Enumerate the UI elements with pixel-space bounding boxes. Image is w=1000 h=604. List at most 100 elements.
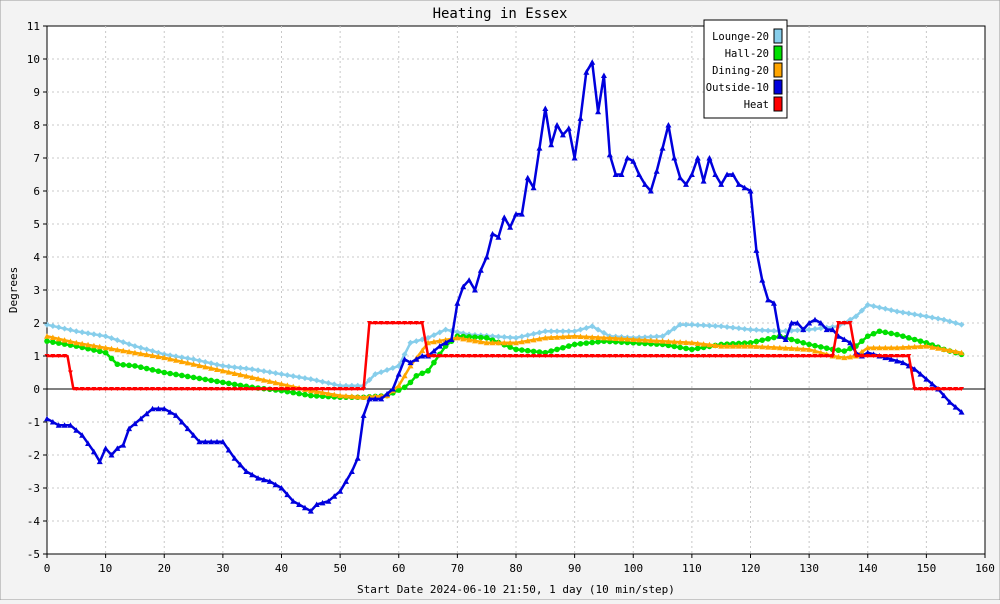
data-point-outside-10 — [471, 287, 478, 293]
data-point-heat — [730, 354, 736, 358]
data-point-dining-20 — [313, 388, 320, 395]
data-point-outside-10 — [137, 415, 144, 422]
data-point-dining-20 — [137, 350, 144, 357]
data-point-heat — [783, 354, 789, 358]
data-point-lounge-20 — [301, 375, 308, 382]
data-point-outside-10 — [454, 300, 461, 306]
data-point-heat — [214, 387, 220, 391]
data-point-heat — [202, 387, 208, 391]
data-point-lounge-20 — [559, 328, 566, 335]
data-point-lounge-20 — [96, 332, 103, 339]
data-point-lounge-20 — [149, 348, 156, 355]
data-point-hall-20 — [771, 334, 777, 341]
data-point-dining-20 — [67, 338, 74, 344]
data-point-heat — [531, 354, 537, 358]
data-point-heat — [794, 354, 800, 358]
data-point-lounge-20 — [331, 381, 338, 388]
data-point-dining-20 — [407, 362, 414, 369]
data-point-heat — [255, 387, 261, 391]
data-point-dining-20 — [841, 354, 848, 361]
x-tick-label: 50 — [334, 562, 347, 575]
y-tick-label: 11 — [27, 20, 40, 33]
data-point-outside-10 — [249, 471, 256, 478]
data-point-dining-20 — [114, 346, 121, 353]
x-tick-label: 80 — [509, 562, 522, 575]
data-point-heat — [419, 321, 425, 325]
data-point-outside-10 — [536, 145, 543, 151]
data-point-heat — [841, 321, 847, 325]
data-point-dining-20 — [536, 335, 543, 342]
data-point-dining-20 — [577, 333, 584, 340]
data-point-hall-20 — [173, 371, 179, 378]
data-point-hall-20 — [296, 390, 302, 397]
data-point-outside-10 — [360, 412, 367, 418]
data-point-dining-20 — [571, 333, 578, 339]
data-point-lounge-20 — [765, 327, 772, 334]
legend-label-heat: Heat — [744, 99, 769, 111]
data-point-lounge-20 — [67, 326, 74, 333]
x-tick-label: 140 — [858, 562, 878, 575]
data-point-dining-20 — [636, 336, 643, 343]
data-point-outside-10 — [313, 501, 320, 507]
data-point-hall-20 — [888, 330, 894, 337]
data-point-dining-20 — [149, 352, 156, 359]
data-point-outside-10 — [208, 438, 215, 445]
data-point-dining-20 — [518, 338, 525, 345]
data-point-outside-10 — [524, 174, 531, 181]
data-point-heat — [413, 321, 419, 325]
data-point-outside-10 — [577, 115, 584, 121]
data-point-dining-20 — [243, 373, 250, 379]
data-point-dining-20 — [653, 337, 660, 344]
data-point-dining-20 — [272, 379, 279, 386]
x-tick-label: 70 — [451, 562, 464, 575]
data-point-dining-20 — [348, 393, 355, 399]
data-point-dining-20 — [325, 390, 332, 397]
data-point-lounge-20 — [79, 329, 86, 336]
data-point-heat — [343, 387, 349, 391]
data-point-heat — [677, 354, 683, 358]
data-point-dining-20 — [847, 353, 854, 360]
data-point-lounge-20 — [378, 369, 385, 376]
data-point-outside-10 — [765, 296, 772, 303]
data-point-dining-20 — [530, 336, 537, 343]
data-point-heat — [624, 354, 630, 358]
data-point-dining-20 — [917, 343, 924, 349]
data-point-lounge-20 — [888, 307, 895, 314]
data-point-outside-10 — [636, 171, 643, 177]
data-point-heat — [507, 354, 513, 358]
data-point-lounge-20 — [296, 374, 303, 381]
data-point-heat — [279, 387, 284, 391]
data-point-dining-20 — [688, 339, 695, 346]
y-tick-label: 5 — [33, 218, 40, 231]
data-point-heat — [589, 354, 595, 358]
data-point-outside-10 — [811, 316, 818, 323]
data-point-heat — [689, 354, 695, 358]
data-point-hall-20 — [917, 338, 924, 344]
data-point-outside-10 — [917, 371, 924, 377]
data-point-lounge-20 — [882, 305, 889, 312]
data-point-outside-10 — [489, 230, 496, 237]
x-tick-label: 20 — [158, 562, 171, 575]
data-point-lounge-20 — [683, 321, 690, 328]
data-point-heat — [853, 354, 859, 358]
data-point-dining-20 — [858, 348, 865, 355]
y-axis-label: Degrees — [7, 267, 20, 313]
data-point-outside-10 — [231, 455, 238, 461]
data-point-hall-20 — [565, 343, 572, 349]
data-point-hall-20 — [413, 373, 420, 379]
data-point-dining-20 — [759, 343, 766, 350]
legend-label-outside-10: Outside-10 — [706, 82, 769, 94]
data-point-outside-10 — [161, 405, 168, 412]
data-point-outside-10 — [847, 339, 854, 346]
data-point-dining-20 — [401, 372, 408, 379]
data-point-hall-20 — [694, 345, 701, 352]
data-point-heat — [683, 354, 689, 358]
data-point-dining-20 — [923, 343, 930, 349]
data-point-lounge-20 — [712, 322, 719, 329]
data-point-dining-20 — [747, 343, 754, 349]
data-point-heat — [208, 387, 214, 391]
data-point-heat — [490, 354, 496, 358]
data-point-outside-10 — [296, 501, 303, 507]
data-point-outside-10 — [272, 481, 279, 488]
